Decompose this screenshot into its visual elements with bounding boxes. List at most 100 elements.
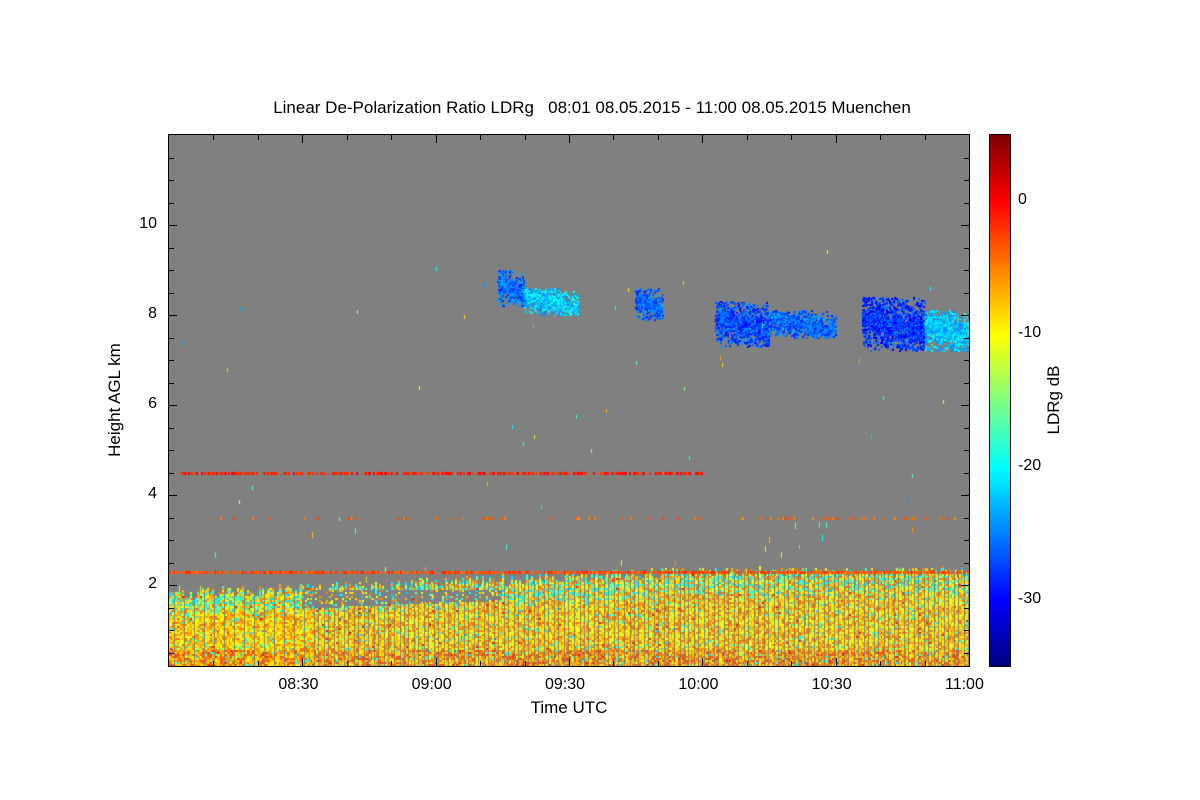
- y-tick: [169, 585, 177, 586]
- y-tick-right: [964, 270, 969, 271]
- x-tick-label: 08:30: [278, 676, 319, 693]
- y-tick-right: [964, 428, 969, 429]
- x-tick: [880, 661, 881, 666]
- x-tick: [258, 661, 259, 666]
- colorbar-label: LDRg dB: [1044, 365, 1063, 435]
- y-tick-right: [964, 608, 969, 609]
- plot-area: [168, 134, 970, 667]
- cbar-tick-label: 0: [1018, 191, 1027, 209]
- y-tick-right: [964, 203, 969, 204]
- x-tick-top: [480, 135, 481, 140]
- y-tick: [169, 315, 177, 316]
- x-tick-top: [702, 135, 703, 143]
- y-tick-right: [964, 158, 969, 159]
- x-tick-top: [347, 135, 348, 140]
- y-tick: [169, 518, 174, 519]
- y-tick-right: [964, 293, 969, 294]
- x-tick-label: 10:00: [678, 676, 719, 693]
- chart-title: Linear De-Polarization Ratio LDRg 08:01 …: [273, 98, 911, 117]
- y-tick-right: [961, 405, 969, 406]
- x-tick-label: 09:30: [545, 676, 586, 693]
- y-tick-label: 2: [148, 575, 157, 592]
- x-tick: [747, 661, 748, 666]
- y-tick: [169, 360, 174, 361]
- y-tick: [169, 630, 174, 631]
- y-tick-right: [964, 180, 969, 181]
- x-tick: [658, 661, 659, 666]
- y-tick: [169, 473, 174, 474]
- y-tick: [169, 405, 177, 406]
- x-tick: [480, 661, 481, 666]
- y-tick: [169, 428, 174, 429]
- y-tick: [169, 540, 174, 541]
- y-tick: [169, 158, 174, 159]
- y-tick: [169, 653, 174, 654]
- y-tick-right: [961, 585, 969, 586]
- y-tick-right: [964, 450, 969, 451]
- x-tick-top: [436, 135, 437, 143]
- x-tick-top: [302, 135, 303, 143]
- y-tick: [169, 383, 174, 384]
- x-tick-top: [836, 135, 837, 143]
- x-tick: [702, 658, 703, 666]
- x-tick-top: [969, 135, 970, 143]
- y-tick: [169, 225, 177, 226]
- y-tick: [169, 270, 174, 271]
- x-tick-top: [747, 135, 748, 140]
- y-tick-right: [964, 630, 969, 631]
- y-tick: [169, 203, 174, 204]
- y-tick: [169, 338, 174, 339]
- y-tick: [169, 450, 174, 451]
- x-tick-top: [525, 135, 526, 140]
- y-tick-right: [964, 653, 969, 654]
- x-tick: [925, 661, 926, 666]
- x-tick: [302, 658, 303, 666]
- x-tick-top: [391, 135, 392, 140]
- x-tick: [836, 658, 837, 666]
- x-tick-top: [569, 135, 570, 143]
- cbar-tick-label: -30: [1018, 589, 1042, 607]
- y-tick: [169, 608, 174, 609]
- ldr-heatmap: [169, 135, 969, 666]
- y-tick: [169, 180, 174, 181]
- x-tick-top: [791, 135, 792, 140]
- y-tick-label: 8: [148, 305, 157, 322]
- x-tick-label: 11:00: [945, 676, 984, 693]
- x-tick-top: [880, 135, 881, 140]
- y-tick: [169, 248, 174, 249]
- cbar-tick-label: -10: [1018, 324, 1042, 342]
- x-axis-label: Time UTC: [530, 698, 608, 717]
- x-tick: [347, 661, 348, 666]
- y-tick-right: [964, 383, 969, 384]
- y-tick-right: [964, 540, 969, 541]
- y-tick-right: [964, 248, 969, 249]
- cbar-tick-label: -20: [1018, 456, 1042, 474]
- y-tick-right: [961, 495, 969, 496]
- y-tick-label: 10: [139, 215, 157, 232]
- y-tick-right: [964, 338, 969, 339]
- x-tick: [569, 658, 570, 666]
- y-tick-right: [964, 473, 969, 474]
- x-tick-label: 10:30: [811, 676, 852, 693]
- x-tick-top: [258, 135, 259, 140]
- y-tick-right: [961, 315, 969, 316]
- x-tick-top: [925, 135, 926, 140]
- x-tick-top: [213, 135, 214, 140]
- y-tick: [169, 293, 174, 294]
- x-tick: [213, 661, 214, 666]
- y-tick-right: [961, 225, 969, 226]
- y-tick: [169, 563, 174, 564]
- x-tick-top: [658, 135, 659, 140]
- y-tick-right: [964, 360, 969, 361]
- x-tick: [436, 658, 437, 666]
- y-tick-label: 6: [148, 395, 157, 412]
- colorbar: [989, 134, 1011, 667]
- y-tick-label: 4: [148, 485, 157, 502]
- y-tick-right: [964, 563, 969, 564]
- x-tick: [613, 661, 614, 666]
- x-tick-top: [613, 135, 614, 140]
- x-tick-label: 09:00: [411, 676, 452, 693]
- x-tick: [791, 661, 792, 666]
- x-tick: [391, 661, 392, 666]
- x-tick: [969, 658, 970, 666]
